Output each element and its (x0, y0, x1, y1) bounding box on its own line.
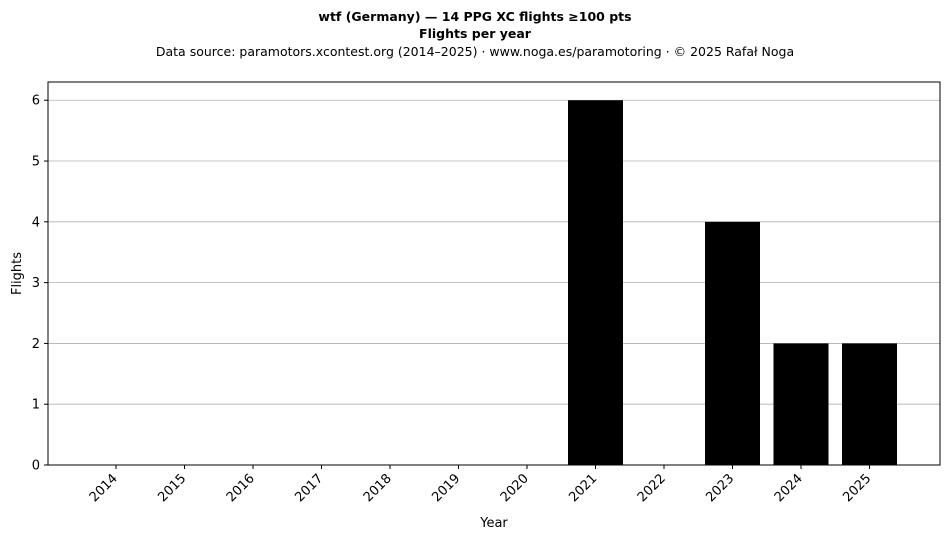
x-tick-label: 2024 (772, 471, 806, 505)
x-tick-label: 2022 (635, 471, 669, 505)
x-tick-label: 2017 (292, 471, 326, 505)
data-source-note: Data source: paramotors.xcontest.org (20… (155, 44, 795, 59)
y-tick-label: 3 (32, 276, 40, 291)
y-axis-ticks: 0 1 2 3 4 5 6 (32, 94, 48, 474)
x-tick-label: 2021 (566, 471, 600, 505)
bar-2021 (568, 100, 623, 465)
y-tick-label: 4 (32, 215, 40, 230)
bar-2023 (705, 221, 760, 465)
x-axis-label: Year (479, 516, 508, 531)
x-tick-label: 2023 (703, 471, 737, 505)
x-tick-label: 2014 (87, 471, 121, 505)
x-tick-label: 2015 (155, 471, 189, 505)
bars (568, 100, 897, 465)
bar-2024 (773, 343, 829, 465)
plot-frame (47, 81, 941, 466)
x-tick-label: 2018 (361, 471, 395, 505)
x-tick-label: 2019 (429, 471, 463, 505)
y-tick-label: 5 (32, 155, 40, 170)
chart-subtitle: Flights per year (419, 26, 531, 41)
x-tick-label: 2016 (224, 471, 258, 505)
y-tick-label: 2 (32, 337, 40, 352)
y-gridlines (48, 99, 940, 405)
x-axis-ticks: 2014 2015 2016 2017 2018 2019 2020 2021 2022 2023… (87, 465, 874, 505)
bar-2025 (842, 343, 897, 465)
y-tick-label: 1 (32, 398, 40, 413)
x-tick-label: 2025 (840, 471, 874, 505)
x-tick-label: 2020 (498, 471, 532, 505)
y-axis-label: Flights (10, 252, 25, 295)
chart-title: wtf (Germany) — 14 PPG XC flights ≥100 p… (318, 9, 632, 24)
y-tick-label: 0 (32, 459, 40, 474)
y-tick-label: 6 (32, 94, 40, 109)
